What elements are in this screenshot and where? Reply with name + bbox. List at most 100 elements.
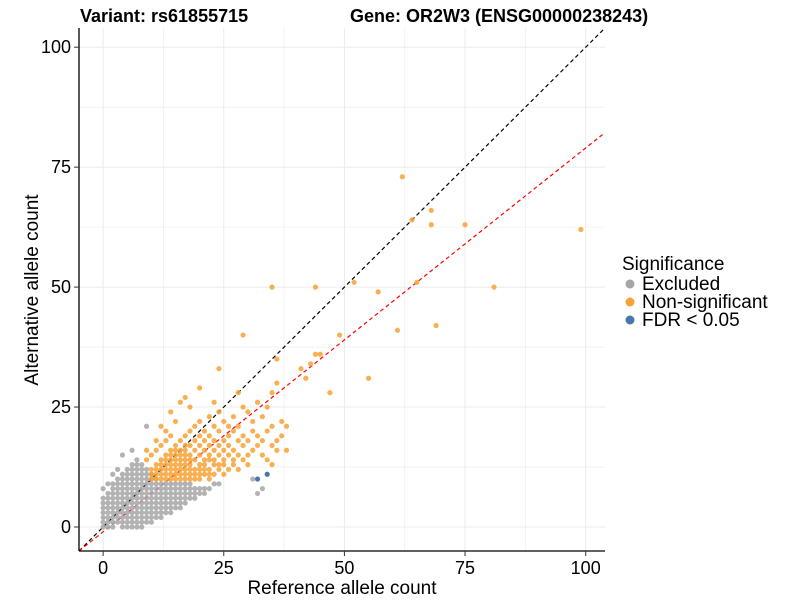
grid-lines [79,28,605,551]
point-nonsignificant [375,289,381,295]
point-nonsignificant [274,380,280,386]
point-excluded [201,486,208,492]
point-nonsignificant [153,438,159,444]
point-nonsignificant [240,442,246,449]
point-excluded [139,495,145,501]
point-excluded [153,486,159,492]
point-nonsignificant [269,442,275,449]
point-excluded [153,495,159,501]
point-excluded [148,490,154,497]
point-excluded [168,481,174,487]
point-excluded [110,510,116,516]
point-nonsignificant [177,476,183,482]
point-nonsignificant [163,452,169,458]
point-excluded [197,486,203,492]
y-tick-label: 100 [41,37,71,57]
x-tick-label: 25 [214,558,234,578]
point-excluded [153,505,159,511]
point-nonsignificant [168,452,174,458]
point-nonsignificant [158,442,164,449]
point-nonsignificant [211,471,217,477]
point-excluded [139,514,145,521]
point-nonsignificant [172,418,179,425]
point-nonsignificant [206,466,212,473]
point-excluded [177,500,183,506]
point-nonsignificant [235,452,241,458]
point-excluded [182,481,188,487]
point-nonsignificant [230,457,237,463]
point-excluded [172,481,179,487]
point-excluded [143,514,150,521]
point-excluded [124,519,130,525]
point-nonsignificant [264,428,270,434]
point-excluded [177,490,183,497]
point-excluded [134,462,140,468]
point-excluded [119,495,126,501]
point-nonsignificant [182,452,188,458]
point-excluded [119,471,126,477]
point-excluded [158,510,164,516]
point-excluded [115,514,121,521]
point-nonsignificant [327,390,333,396]
point-excluded [105,495,111,501]
point-nonsignificant [197,442,203,449]
point-excluded [105,519,111,525]
point-nonsignificant [168,471,174,477]
point-nonsignificant [197,466,203,473]
point-nonsignificant [153,466,159,473]
point-nonsignificant [216,366,222,372]
point-excluded [119,510,126,516]
point-nonsignificant [201,428,208,434]
identity-line [79,28,605,551]
point-nonsignificant [274,447,280,453]
point-nonsignificant [192,447,198,453]
point-nonsignificant [221,418,227,425]
point-excluded [115,500,121,506]
point-excluded [124,514,130,521]
legend-label: FDR < 0.05 [642,310,740,331]
point-nonsignificant [264,404,270,410]
point-excluded [105,481,111,487]
point-nonsignificant [168,466,174,473]
point-nonsignificant [245,452,251,458]
point-nonsignificant [163,462,169,468]
point-nonsignificant [172,457,179,463]
point-excluded [124,476,130,482]
point-excluded [139,510,145,516]
point-nonsignificant [201,471,208,477]
point-excluded [129,524,135,530]
point-nonsignificant [225,452,232,458]
point-excluded [115,490,121,497]
point-excluded [139,505,145,511]
point-nonsignificant [230,414,237,420]
point-excluded [182,486,188,492]
point-excluded [115,466,121,473]
point-excluded [105,524,111,530]
point-nonsignificant [312,351,319,357]
legend-key [625,315,635,325]
point-excluded [119,476,126,482]
point-nonsignificant [221,471,227,477]
point-nonsignificant [163,457,169,463]
point-nonsignificant [168,457,174,463]
point-nonsignificant [225,442,232,449]
point-nonsignificant [336,332,343,338]
point-nonsignificant [254,433,261,439]
point-nonsignificant [206,476,212,482]
x-tick-label: 100 [571,558,601,578]
point-nonsignificant [172,452,179,458]
point-nonsignificant [269,284,275,290]
point-excluded [143,466,150,473]
point-excluded [119,490,126,497]
legend: Significance ExcludedNon-significantFDR … [622,254,768,331]
legend-key [625,297,635,307]
point-nonsignificant [230,428,237,434]
point-nonsignificant [168,447,174,453]
point-nonsignificant [578,226,584,233]
point-nonsignificant [211,438,217,444]
tick-labels: 0 25 50 75 100 0 25 50 75 100 [41,37,601,578]
point-nonsignificant [153,471,159,477]
point-nonsignificant [259,452,265,458]
point-excluded [259,486,265,492]
point-excluded [115,486,121,492]
